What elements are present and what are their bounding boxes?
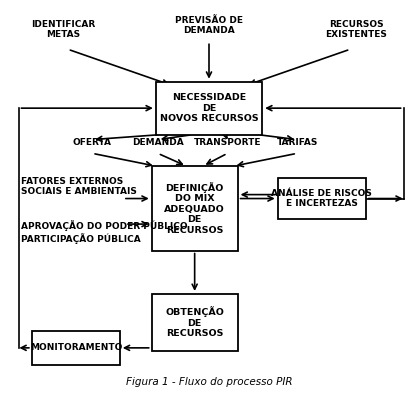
- Bar: [32, 331, 120, 365]
- Text: MONITORAMENTO: MONITORAMENTO: [30, 343, 122, 352]
- Text: RECURSOS
EXISTENTES: RECURSOS EXISTENTES: [325, 20, 387, 39]
- Bar: [152, 166, 238, 251]
- Text: FATORES EXTERNOS
SOCIAIS E AMBIENTAIS: FATORES EXTERNOS SOCIAIS E AMBIENTAIS: [20, 177, 136, 196]
- Text: OBTENÇÃO
DE
RECURSOS: OBTENÇÃO DE RECURSOS: [165, 306, 224, 338]
- Text: NECESSIDADE
DE
NOVOS RECURSOS: NECESSIDADE DE NOVOS RECURSOS: [160, 93, 258, 123]
- Text: APROVAÇÃO DO PODER PÚBLICO
PARTICIPAÇÃO PÚBLICA: APROVAÇÃO DO PODER PÚBLICO PARTICIPAÇÃO …: [20, 220, 187, 244]
- Text: ANÁLISE DE RISCOS
E INCERTEZAS: ANÁLISE DE RISCOS E INCERTEZAS: [271, 189, 372, 208]
- Text: DEFINIÇÃO
DO MIX
ADEQUADO
DE
RECURSOS: DEFINIÇÃO DO MIX ADEQUADO DE RECURSOS: [164, 182, 225, 235]
- Bar: [278, 178, 366, 219]
- Bar: [156, 82, 262, 135]
- Text: PREVISÃO DE
DEMANDA: PREVISÃO DE DEMANDA: [175, 16, 243, 35]
- Text: DEMANDA: DEMANDA: [132, 138, 184, 148]
- Text: TRANSPORTE: TRANSPORTE: [194, 138, 261, 148]
- Text: OFERTA: OFERTA: [73, 138, 112, 148]
- Text: IDENTIFICAR
METAS: IDENTIFICAR METAS: [31, 20, 95, 39]
- Bar: [152, 294, 238, 351]
- Text: Figura 1 - Fluxo do processo PIR: Figura 1 - Fluxo do processo PIR: [126, 377, 292, 387]
- Text: TARIFAS: TARIFAS: [276, 138, 318, 148]
